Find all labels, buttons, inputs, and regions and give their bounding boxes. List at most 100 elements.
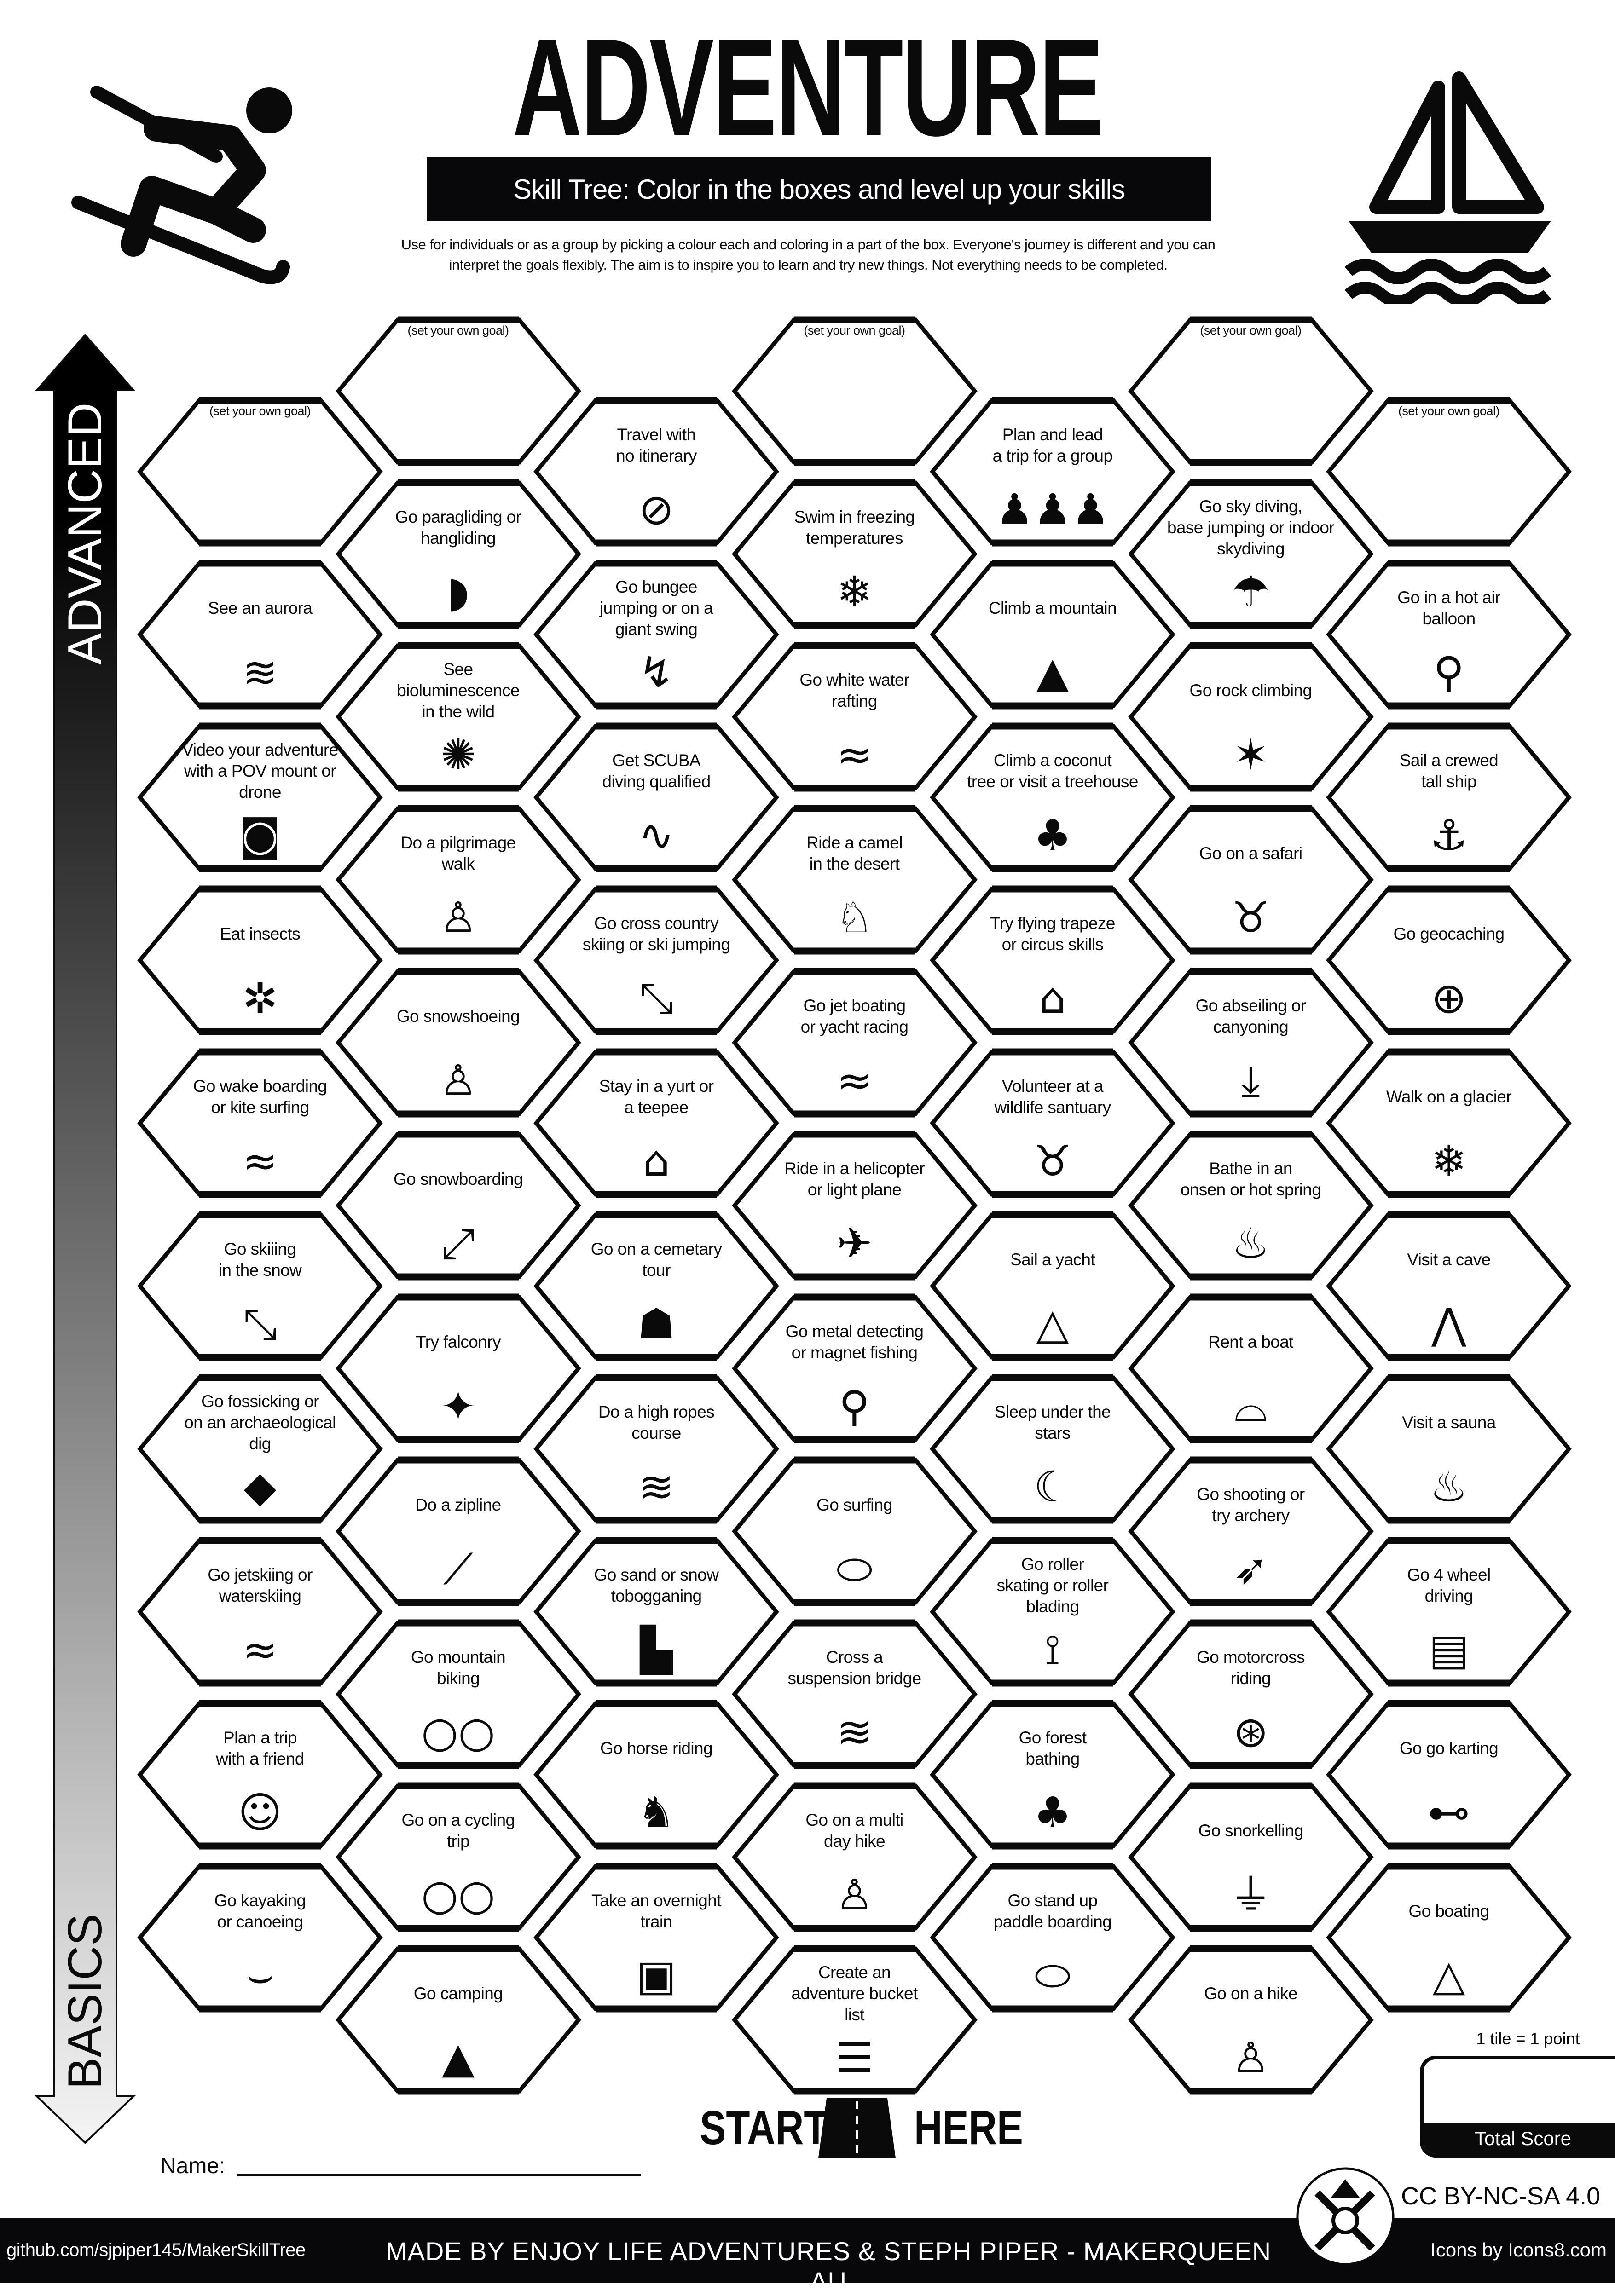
skill-tile[interactable]: Travel with no itinerary ⊘ <box>533 397 779 547</box>
skill-tile[interactable]: Ride a camel in the desert ♘ <box>731 805 978 955</box>
skill-tile[interactable]: Go on a multi day hike ♙ <box>731 1782 978 1932</box>
skill-tile[interactable]: Go go karting ⊷ <box>1326 1700 1572 1850</box>
skill-tile[interactable]: Go boating △ <box>1326 1863 1572 2013</box>
skill-tile[interactable]: Try falconry ✦ <box>335 1293 581 1443</box>
skill-tile[interactable]: Eat insects ✲ <box>137 885 383 1035</box>
skill-tile[interactable]: Go on a cemetary tour ☗ <box>533 1211 779 1361</box>
hexagon-outline <box>335 805 581 955</box>
instructions-line: interpret the goals flexibly. The aim is… <box>449 257 1168 273</box>
set-own-goal-label: (set your own goal) <box>1398 404 1500 418</box>
skill-tile[interactable]: Go bungee jumping or on a giant swing ↯ <box>533 560 779 710</box>
hexagon-outline <box>137 1537 383 1687</box>
skill-label: Travel with no itinerary <box>616 425 697 465</box>
skill-tile[interactable]: Go 4 wheel driving ▤ <box>1326 1537 1572 1687</box>
skill-tile[interactable]: Go jetskiing or waterskiing ≈ <box>137 1537 383 1687</box>
custom-goal-tile[interactable]: (set your own goal) <box>335 316 581 466</box>
skill-tile[interactable]: Plan a trip with a friend ☺ <box>137 1700 383 1850</box>
skill-tile[interactable]: Go geocaching ⊕ <box>1326 885 1572 1035</box>
skill-tile[interactable]: Plan and lead a trip for a group ♟♟♟ <box>930 397 1175 547</box>
custom-goal-tile[interactable]: (set your own goal) <box>1128 316 1374 466</box>
skill-tile[interactable]: Go abseiling or canyoning ⤓ <box>1128 968 1374 1118</box>
skill-tile[interactable]: Go cross country skiing or ski jumping ⤡ <box>533 885 779 1035</box>
skill-tile[interactable]: Go jet boating or yacht racing ≈ <box>731 968 978 1118</box>
name-input-line[interactable] <box>237 2174 641 2176</box>
skill-tile[interactable]: Go horse riding ♞ <box>533 1700 779 1850</box>
skill-tile[interactable]: Go on a cycling trip ○○ <box>335 1782 581 1932</box>
skill-tile[interactable]: Go camping ▲ <box>335 1945 581 2095</box>
skill-tile[interactable]: Try flying trapeze or circus skills ⌂ <box>930 885 1175 1035</box>
custom-goal-tile[interactable]: (set your own goal) <box>731 316 978 466</box>
hexagon-outline <box>731 1945 978 2095</box>
skill-tile[interactable]: Go sand or snow tobogganing ▙ <box>533 1537 779 1687</box>
hexagon-outline <box>1128 968 1374 1118</box>
skill-tile[interactable]: Sleep under the stars ☾ <box>930 1374 1175 1524</box>
skill-label: Go surfing <box>816 1495 892 1514</box>
skill-tile[interactable]: Go snowshoeing ♙ <box>335 968 581 1118</box>
cave-icon: ⋀ <box>1431 1299 1466 1349</box>
skill-tile[interactable]: Go on a hike ♙ <box>1128 1945 1374 2095</box>
sailboat-icon: △ <box>1036 1299 1069 1349</box>
hexagon-outline <box>731 1131 978 1281</box>
skill-tile[interactable]: Do a zipline ⟋ <box>335 1456 581 1606</box>
skill-label: Get SCUBA diving qualified <box>602 750 711 791</box>
total-score-box[interactable]: Total Score <box>1420 2056 1615 2158</box>
skill-tile[interactable]: Go shooting or try archery ➶ <box>1128 1456 1374 1606</box>
skill-tile[interactable]: Go skiiing in the snow ⤡ <box>137 1211 383 1361</box>
skill-tile[interactable]: Create an adventure bucket list ☰ <box>731 1945 978 2095</box>
kayak-icon: ⌣ <box>246 1951 274 2000</box>
mountain-icon: ▲ <box>1036 648 1069 697</box>
icons-credit[interactable]: Icons by Icons8.com <box>1430 2239 1607 2261</box>
skill-tile[interactable]: Go on a safari ♉ <box>1128 805 1374 955</box>
skill-tile[interactable]: Stay in a yurt or a teepee ⌂ <box>533 1048 779 1198</box>
skill-tile[interactable]: Video your adventure with a POV mount or… <box>137 722 383 872</box>
github-link[interactable]: github.com/sjpiper145/MakerSkillTree <box>6 2240 306 2260</box>
hexagon-outline <box>533 1700 779 1850</box>
skill-tile[interactable]: Volunteer at a wildlife santuary ♉ <box>930 1048 1175 1198</box>
skill-tile[interactable]: Go in a hot air balloon ⚲ <box>1326 560 1572 710</box>
skill-tile[interactable]: Go surfing ⬭ <box>731 1456 978 1606</box>
skill-tile[interactable]: Go mountain biking ○○ <box>335 1619 581 1769</box>
skill-tile[interactable]: Go stand up paddle boarding ⬭ <box>930 1863 1175 2013</box>
skill-tile[interactable]: Go forest bathing ♣ <box>930 1700 1175 1850</box>
skill-tile[interactable]: See bioluminescence in the wild ✺ <box>335 642 581 792</box>
custom-goal-tile[interactable]: (set your own goal) <box>137 397 383 547</box>
hexagon-outline <box>137 560 383 710</box>
skill-tile[interactable]: Go sky diving, base jumping or indoor sk… <box>1128 479 1374 629</box>
skill-tile[interactable]: Go kayaking or canoeing ⌣ <box>137 1863 383 2013</box>
custom-goal-tile[interactable]: (set your own goal) <box>1326 397 1572 547</box>
skill-tile[interactable]: Cross a suspension bridge ≋ <box>731 1619 978 1769</box>
skill-tile[interactable]: Visit a cave ⋀ <box>1326 1211 1572 1361</box>
skill-tile[interactable]: Go snorkelling ⏚ <box>1128 1782 1374 1932</box>
skill-tile[interactable]: Sail a yacht △ <box>930 1211 1175 1361</box>
skill-tile[interactable]: Go motorcross riding ⊛ <box>1128 1619 1374 1769</box>
skill-tile[interactable]: Go snowboarding ⤢ <box>335 1131 581 1281</box>
skill-tile[interactable]: Ride in a helicopter or light plane ✈ <box>731 1131 978 1281</box>
skill-tile[interactable]: See an aurora ≋ <box>137 560 383 710</box>
skill-tile[interactable]: Go paragliding or hangliding ◗ <box>335 479 581 629</box>
skill-tile[interactable]: Do a high ropes course ≋ <box>533 1374 779 1524</box>
skill-tile[interactable]: Sail a crewed tall ship ⚓ <box>1326 722 1572 872</box>
skill-tile[interactable]: Rent a boat ⌓ <box>1128 1293 1374 1443</box>
hexagon-outline <box>1326 1374 1572 1524</box>
skill-label: Go white water rafting <box>799 670 909 710</box>
skill-label: Go on a cemetary tour <box>590 1239 722 1280</box>
skill-tile[interactable]: Go wake boarding or kite surfing ≈ <box>137 1048 383 1198</box>
skill-tile[interactable]: Swim in freezing temperatures ❄ <box>731 479 978 629</box>
skill-tile[interactable]: Go metal detecting or magnet fishing ⚲ <box>731 1293 978 1443</box>
skill-tile[interactable]: Climb a mountain ▲ <box>930 560 1175 710</box>
makerqueen-tools-logo-icon <box>1296 2167 1395 2266</box>
hexagon-outline <box>1326 1863 1572 2013</box>
skill-tile[interactable]: Climb a coconut tree or visit a treehous… <box>930 722 1175 872</box>
skill-tile[interactable]: Take an overnight train ▣ <box>533 1863 779 2013</box>
jetski-icon: ≈ <box>242 1625 278 1674</box>
skill-tile[interactable]: Bathe in an onsen or hot spring ♨ <box>1128 1131 1374 1281</box>
skill-tile[interactable]: Visit a sauna ♨ <box>1326 1374 1572 1524</box>
road-icon <box>818 2098 896 2158</box>
skill-tile[interactable]: Go roller skating or roller blading ⟟ <box>930 1537 1175 1687</box>
skill-tile[interactable]: Go rock climbing ✶ <box>1128 642 1374 792</box>
skill-tile[interactable]: Do a pilgrimage walk ♙ <box>335 805 581 955</box>
skill-tile[interactable]: Walk on a glacier ❄ <box>1326 1048 1572 1198</box>
skill-tile[interactable]: Get SCUBA diving qualified ∿ <box>533 722 779 872</box>
skill-tile[interactable]: Go fossicking or on an archaeological di… <box>137 1374 383 1524</box>
skill-tile[interactable]: Go white water rafting ≈ <box>731 642 978 792</box>
